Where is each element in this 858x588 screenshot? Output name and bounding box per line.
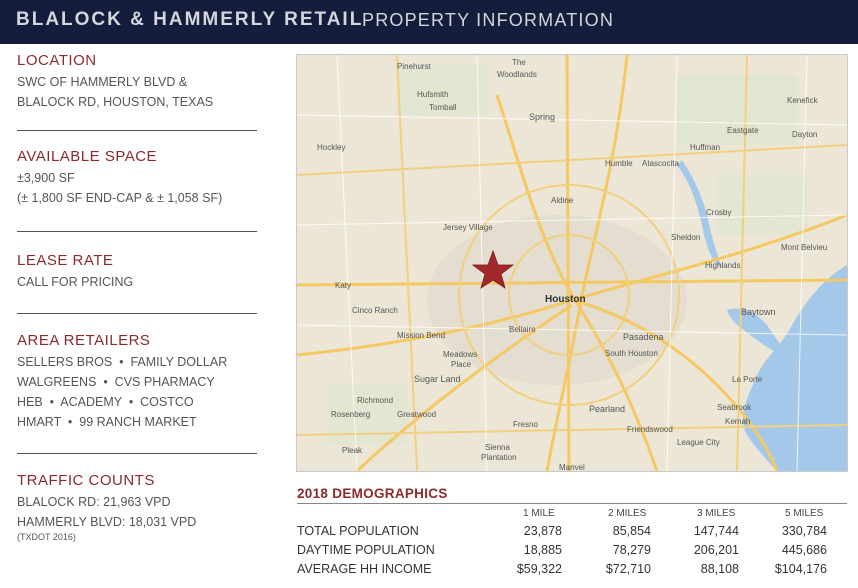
map-label: Manvel bbox=[559, 463, 585, 471]
lease-rate-heading: LEASE RATE bbox=[17, 252, 114, 269]
demo-cell: 88,108 bbox=[700, 562, 739, 576]
map-label: Meadows bbox=[443, 350, 477, 359]
available-space-section: AVAILABLE SPACE ±3,900 SF (± 1,800 SF EN… bbox=[17, 148, 267, 208]
demo-cell: $104,176 bbox=[774, 562, 827, 576]
map-label: Greatwood bbox=[397, 410, 436, 419]
col-header: 2 MILES bbox=[608, 508, 647, 519]
map-label: Pleak bbox=[342, 446, 363, 455]
map-label: Hufsmith bbox=[417, 90, 449, 99]
map-label: Woodlands bbox=[497, 70, 537, 79]
map-label: The bbox=[512, 58, 526, 67]
map-label: Mont Belvieu bbox=[781, 243, 827, 252]
map-label: Hockley bbox=[317, 143, 345, 152]
location-heading: LOCATION bbox=[17, 52, 97, 69]
retailers-line: WALGREENS • CVS PHARMACY bbox=[17, 375, 215, 389]
map-label: Houston bbox=[545, 294, 586, 305]
divider bbox=[17, 453, 257, 454]
map-label: Kenefick bbox=[787, 96, 819, 105]
map-label: Bellaire bbox=[509, 325, 536, 334]
map-label: Sienna bbox=[485, 443, 510, 452]
demo-cell: 330,784 bbox=[781, 524, 827, 538]
map-label: Plantation bbox=[481, 453, 517, 462]
map-label: Sugar Land bbox=[414, 374, 461, 384]
map-label: Baytown bbox=[741, 307, 776, 317]
demo-cell: 78,279 bbox=[612, 543, 651, 557]
lease-rate-line: CALL FOR PRICING bbox=[17, 275, 134, 289]
traffic-section: TRAFFIC COUNTS BLALOCK RD: 21,963 VPD HA… bbox=[17, 472, 267, 543]
col-header: 3 MILES bbox=[697, 508, 736, 519]
demo-cell: $59,322 bbox=[516, 562, 562, 576]
property-star-icon bbox=[471, 249, 515, 289]
map-label: Atascocita bbox=[642, 159, 679, 168]
demo-row-label: AVERAGE HH INCOME bbox=[297, 562, 432, 576]
map-label: Huffman bbox=[690, 143, 720, 152]
map-label: Tomball bbox=[429, 103, 457, 112]
map-label: Richmond bbox=[357, 396, 393, 405]
divider bbox=[17, 231, 257, 232]
map-label: Highlands bbox=[705, 261, 741, 270]
brand-title: BLALOCK & HAMMERLY RETAIL bbox=[16, 9, 364, 30]
traffic-line: BLALOCK RD: 21,963 VPD bbox=[17, 495, 171, 509]
map-label: Place bbox=[451, 360, 472, 369]
map-label: South Houston bbox=[605, 349, 658, 358]
map-label: Fresno bbox=[513, 420, 538, 429]
divider bbox=[17, 130, 257, 131]
map-label: Katy bbox=[335, 281, 351, 290]
demo-cell: 18,885 bbox=[523, 543, 562, 557]
page-subtitle: PROPERTY INFORMATION bbox=[362, 10, 615, 30]
map-canvas: Pinehurst The Woodlands Hufsmith Tomball… bbox=[297, 55, 847, 471]
map-label: Spring bbox=[529, 112, 555, 122]
location-line: BLALOCK RD, HOUSTON, TEXAS bbox=[17, 95, 214, 109]
map-label: Aldine bbox=[551, 196, 574, 205]
demo-row-label: DAYTIME POPULATION bbox=[297, 543, 435, 557]
demographics-title: 2018 DEMOGRAPHICS bbox=[297, 486, 448, 501]
map-label: Dayton bbox=[792, 130, 817, 139]
map-label: Kemah bbox=[725, 417, 750, 426]
map-label: Cinco Ranch bbox=[352, 306, 398, 315]
map-label: Sheldon bbox=[671, 233, 700, 242]
available-space-heading: AVAILABLE SPACE bbox=[17, 148, 158, 165]
map-label: League City bbox=[677, 438, 720, 447]
retailers-line: HEB • ACADEMY • COSTCO bbox=[17, 395, 194, 409]
header-bar: BLALOCK & HAMMERLY RETAIL PROPERTY INFOR… bbox=[0, 0, 858, 44]
col-header: 1 MILE bbox=[523, 508, 555, 519]
map-label: Mission Bend bbox=[397, 331, 445, 340]
col-header: 5 MILES bbox=[785, 508, 824, 519]
traffic-line: HAMMERLY BLVD: 18,031 VPD bbox=[17, 515, 197, 529]
traffic-heading: TRAFFIC COUNTS bbox=[17, 472, 155, 489]
map-label: Friendswood bbox=[627, 425, 673, 434]
map-label: La Porte bbox=[732, 375, 763, 384]
map-label: Seabrook bbox=[717, 403, 752, 412]
map-label: Pinehurst bbox=[397, 62, 432, 71]
map-label: Humble bbox=[605, 159, 633, 168]
map-label: Jersey Village bbox=[443, 223, 493, 232]
demo-row-label: TOTAL POPULATION bbox=[297, 524, 419, 538]
location-section: LOCATION SWC OF HAMMERLY BLVD & BLALOCK … bbox=[17, 52, 267, 112]
retailers-line: SELLERS BROS • FAMILY DOLLAR bbox=[17, 355, 228, 369]
map-label: Rosenberg bbox=[331, 410, 370, 419]
retailers-line: HMART • 99 RANCH MARKET bbox=[17, 415, 197, 429]
map-label: Pasadena bbox=[623, 332, 664, 342]
map-label: Eastgate bbox=[727, 126, 759, 135]
demo-cell: 445,686 bbox=[781, 543, 827, 557]
demographics-rule bbox=[297, 503, 847, 504]
area-map[interactable]: Pinehurst The Woodlands Hufsmith Tomball… bbox=[296, 54, 848, 472]
available-space-line: ±3,900 SF bbox=[17, 171, 75, 185]
location-line: SWC OF HAMMERLY BLVD & bbox=[17, 75, 188, 89]
demo-cell: $72,710 bbox=[605, 562, 651, 576]
demo-cell: 23,878 bbox=[523, 524, 562, 538]
map-label: Pearland bbox=[589, 404, 625, 414]
area-retailers-section: AREA RETAILERS SELLERS BROS • FAMILY DOL… bbox=[17, 332, 267, 432]
traffic-source: (TXDOT 2016) bbox=[17, 532, 76, 542]
map-label: Crosby bbox=[706, 208, 731, 217]
demo-cell: 206,201 bbox=[693, 543, 739, 557]
area-retailers-heading: AREA RETAILERS bbox=[17, 332, 151, 349]
lease-rate-section: LEASE RATE CALL FOR PRICING bbox=[17, 252, 267, 292]
demo-cell: 85,854 bbox=[612, 524, 651, 538]
demo-cell: 147,744 bbox=[693, 524, 739, 538]
divider bbox=[17, 313, 257, 314]
available-space-line: (± 1,800 SF END-CAP & ± 1,058 SF) bbox=[17, 191, 223, 205]
